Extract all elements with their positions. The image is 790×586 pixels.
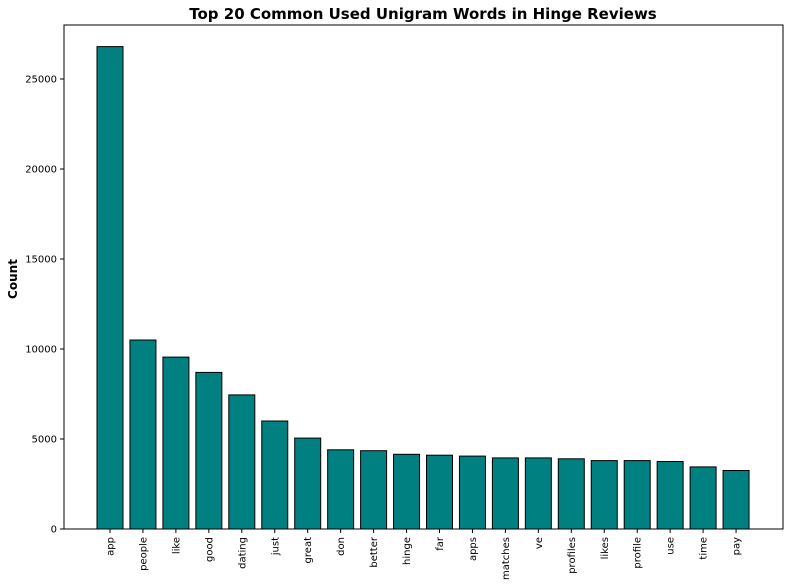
x-tick-label: matches (501, 537, 512, 580)
x-tick-label: good (204, 537, 215, 562)
bar-profiles (557, 458, 585, 530)
bar-far (426, 454, 453, 530)
x-tick-label: people (138, 537, 149, 571)
x-tick-label: better (369, 536, 380, 567)
y-tick-label: 0 (51, 525, 57, 536)
x-tick-label: great (303, 537, 314, 564)
bar-pay (722, 470, 750, 530)
y-tick-label: 15000 (25, 255, 57, 266)
plot-area: 0 5000 10000 15000 20000 25000 app people like go… (25, 46, 750, 580)
x-tick-label: likes (600, 537, 611, 559)
bar-better (360, 450, 388, 530)
x-tick-label: far (435, 536, 446, 551)
x-tick-label: app (106, 537, 117, 556)
bar-great (294, 437, 322, 530)
bar-people (129, 339, 157, 530)
x-tick-label: profile (633, 537, 644, 569)
x-tick-label: use (666, 537, 677, 555)
x-tick-label: don (336, 537, 347, 556)
x-tick-label: ve (534, 537, 545, 549)
bar-ve (524, 457, 552, 530)
x-tick-label: dating (237, 537, 248, 569)
x-tick-label: like (171, 537, 182, 554)
bar-use (656, 461, 684, 530)
x-tick-label: pay (732, 537, 743, 555)
y-axis-label: Count (6, 259, 20, 299)
bar-apps (458, 455, 486, 530)
x-tick-label: time (699, 537, 710, 560)
bar-good (195, 371, 223, 530)
y-tick-label: 5000 (32, 435, 57, 446)
y-tick-label: 25000 (25, 75, 57, 86)
bar-time (689, 466, 717, 530)
bar-just (261, 420, 289, 530)
chart-title: Top 20 Common Used Unigram Words in Hing… (189, 5, 657, 23)
plot-frame (63, 24, 784, 530)
y-tick-label: 20000 (25, 165, 57, 176)
bar-dating (228, 394, 256, 530)
bar-matches (491, 457, 519, 530)
bar-don (327, 449, 355, 530)
x-tick-label: apps (468, 537, 479, 561)
x-tick-label: hinge (402, 537, 413, 565)
x-tick-label: profiles (567, 537, 578, 574)
bar-likes (590, 460, 618, 530)
bar-profile (623, 460, 651, 530)
x-tick-label: just (270, 537, 281, 556)
bar-app (96, 46, 124, 530)
y-tick-label: 10000 (25, 345, 57, 356)
bar-hinge (393, 453, 421, 530)
bar-like (162, 356, 190, 530)
